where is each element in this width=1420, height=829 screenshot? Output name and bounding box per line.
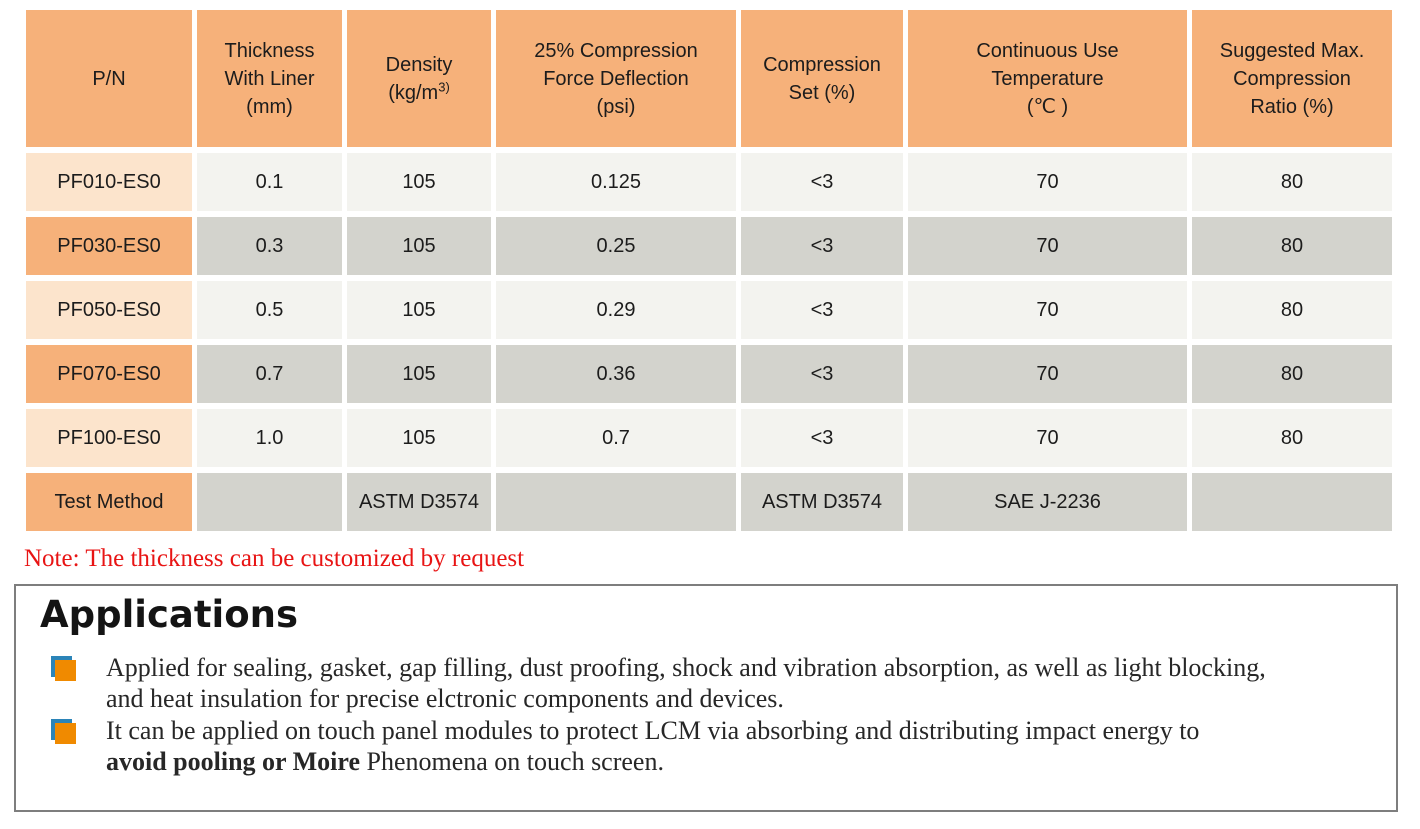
- value-cell: 70: [908, 217, 1187, 275]
- applications-title: Applications: [40, 593, 299, 636]
- bullet-front-square: [55, 722, 76, 744]
- header-line: Density: [385, 53, 453, 76]
- value-cell: [496, 473, 736, 531]
- value-cell: 105: [347, 345, 491, 403]
- header-suggested-max-compression-ratio: Suggested Max. Compression Ratio (%): [1192, 10, 1392, 147]
- application-text: Applied for sealing, gasket, gap filling…: [106, 652, 1266, 714]
- header-line: P/N: [92, 67, 126, 90]
- header-density: Density (kg/m3): [347, 10, 491, 147]
- value-cell: 70: [908, 409, 1187, 467]
- bullet-square-icon: [51, 718, 78, 746]
- table-row: PF070-ES0 0.7 105 0.36 <3 70 80: [26, 345, 1392, 403]
- header-line: Force Deflection: [543, 67, 689, 90]
- header-line: (mm): [246, 95, 293, 118]
- test-method-row: Test Method ASTM D3574 ASTM D3574 SAE J-223…: [26, 473, 1392, 531]
- header-continuous-use-temperature: Continuous Use Temperature (℃ ): [908, 10, 1187, 147]
- value-cell: ASTM D3574: [347, 473, 491, 531]
- spec-table: P/N Thickness With Liner (mm) Density (kg/m…: [21, 4, 1397, 537]
- header-line: 25% Compression: [534, 39, 698, 62]
- header-compression-force-deflection: 25% Compression Force Deflection (psi): [496, 10, 736, 147]
- value-cell: 80: [1192, 217, 1392, 275]
- value-cell: 105: [347, 281, 491, 339]
- value-cell: [1192, 473, 1392, 531]
- header-line: Suggested Max.: [1219, 39, 1365, 62]
- value-cell: [197, 473, 342, 531]
- application-item: Applied for sealing, gasket, gap filling…: [40, 652, 1372, 714]
- value-cell: 70: [908, 281, 1187, 339]
- value-cell: 0.25: [496, 217, 736, 275]
- value-cell: 0.125: [496, 153, 736, 211]
- value-cell: <3: [741, 217, 903, 275]
- value-cell: 80: [1192, 409, 1392, 467]
- bullet-square-icon: [51, 656, 78, 683]
- header-line: Compression: [1233, 67, 1351, 90]
- table-row: PF010-ES0 0.1 105 0.125 <3 70 80: [26, 153, 1392, 211]
- value-cell: 70: [908, 345, 1187, 403]
- header-line: Thickness: [224, 39, 315, 62]
- value-cell: 105: [347, 409, 491, 467]
- header-line: Continuous Use: [976, 39, 1119, 62]
- header-line: Compression: [763, 53, 881, 76]
- value-cell: <3: [741, 153, 903, 211]
- application-item: It can be applied on touch panel modules…: [40, 715, 1372, 777]
- value-cell: 105: [347, 153, 491, 211]
- header-superscript: 3): [438, 78, 450, 94]
- header-line: (kg/m: [388, 81, 439, 104]
- header-pn: P/N: [26, 10, 192, 147]
- application-text-line: It can be applied on touch panel modules…: [106, 715, 1200, 745]
- table-row: PF050-ES0 0.5 105 0.29 <3 70 80: [26, 281, 1392, 339]
- applications-section: Applications Applied for sealing, gasket…: [14, 584, 1398, 812]
- value-cell: 80: [1192, 345, 1392, 403]
- value-cell: 1.0: [197, 409, 342, 467]
- header-compression-set: Compression Set (%): [741, 10, 903, 147]
- header-thickness-with-liner: Thickness With Liner (mm): [197, 10, 342, 147]
- pn-cell: PF100-ES0: [26, 409, 192, 467]
- value-cell: 0.5: [197, 281, 342, 339]
- header-line: With Liner: [224, 67, 315, 90]
- value-cell: 0.3: [197, 217, 342, 275]
- spec-table-header-row: P/N Thickness With Liner (mm) Density (kg/m…: [26, 10, 1392, 147]
- value-cell: 80: [1192, 281, 1392, 339]
- header-line: Set (%): [788, 81, 856, 104]
- value-cell: 80: [1192, 153, 1392, 211]
- value-cell: 105: [347, 217, 491, 275]
- application-text-line: Applied for sealing, gasket, gap filling…: [106, 653, 1266, 683]
- header-line: (psi): [596, 95, 636, 118]
- table-row: PF030-ES0 0.3 105 0.25 <3 70 80: [26, 217, 1392, 275]
- table-row: PF100-ES0 1.0 105 0.7 <3 70 80: [26, 409, 1392, 467]
- value-cell: 0.7: [197, 345, 342, 403]
- value-cell: 0.7: [496, 409, 736, 467]
- spec-table-body: PF010-ES0 0.1 105 0.125 <3 70 80 PF030-ES0 0.3 10…: [26, 153, 1392, 531]
- value-cell: 0.29: [496, 281, 736, 339]
- header-line: (℃ ): [1026, 95, 1069, 118]
- value-cell: <3: [741, 345, 903, 403]
- value-cell: <3: [741, 409, 903, 467]
- pn-cell: PF050-ES0: [26, 281, 192, 339]
- applications-list: Applied for sealing, gasket, gap filling…: [40, 652, 1372, 777]
- bullet-front-square: [55, 660, 76, 682]
- pn-cell: PF030-ES0: [26, 217, 192, 275]
- value-cell: <3: [741, 281, 903, 339]
- note-text: Note: The thickness can be customized by…: [24, 545, 525, 572]
- value-cell: 0.1: [197, 153, 342, 211]
- pn-cell: PF070-ES0: [26, 345, 192, 403]
- pn-cell: Test Method: [26, 473, 192, 531]
- value-cell: SAE J-2236: [908, 473, 1187, 531]
- application-text-line: and heat insulation for precise elctroni…: [106, 684, 784, 714]
- application-text: It can be applied on touch panel modules…: [106, 715, 1199, 777]
- header-line: Ratio (%): [1250, 95, 1334, 118]
- application-text-line: avoid pooling or Moire Phenomena on touc…: [106, 746, 664, 776]
- pn-cell: PF010-ES0: [26, 153, 192, 211]
- value-cell: ASTM D3574: [741, 473, 903, 531]
- header-line: Temperature: [991, 67, 1104, 90]
- value-cell: 0.36: [496, 345, 736, 403]
- value-cell: 70: [908, 153, 1187, 211]
